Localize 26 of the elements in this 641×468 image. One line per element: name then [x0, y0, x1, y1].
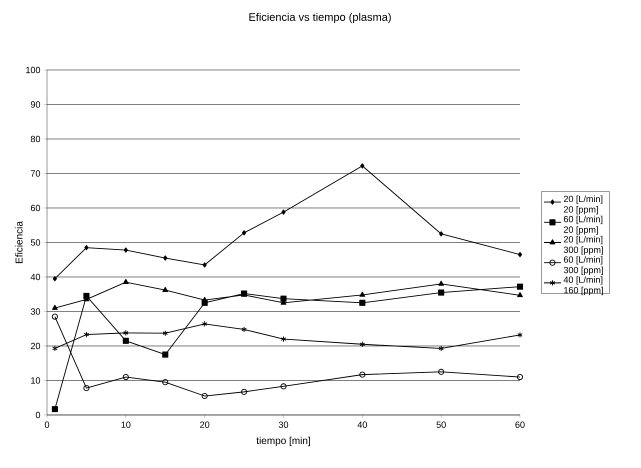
- y-tick-label: 10: [31, 377, 40, 384]
- x-tick-label: 60: [515, 422, 525, 428]
- x-tick-label: 40: [358, 422, 367, 428]
- y-tick-label: 80: [30, 136, 40, 142]
- x-tick-label: 50: [436, 422, 446, 428]
- legend-label: 60 [L/min] 300 [ppm]: [564, 256, 603, 275]
- y-tick-label: 50: [30, 239, 40, 246]
- legend-label: 20 [L/min] 20 [ppm]: [564, 196, 602, 214]
- x-tick-label: 0: [44, 422, 50, 428]
- y-tick-label: 100: [26, 66, 40, 74]
- x-tick-label: 20: [200, 422, 210, 428]
- y-tick-label: 60: [30, 204, 40, 212]
- y-tick-label: 30: [30, 308, 40, 315]
- y-tick-label: 40: [30, 274, 40, 280]
- legend-label: 40 [L/min] 160 [ppm]: [564, 276, 603, 296]
- y-tick-label: 90: [30, 101, 40, 108]
- chart-title: Eficiencia vs tiempo (plasma): [249, 12, 391, 24]
- legend-label: 20 [L/min] 300 [ppm]: [564, 236, 603, 255]
- x-axis-title: tiempo [min]: [256, 436, 310, 446]
- y-tick-label: 70: [30, 170, 40, 177]
- y-tick-label: 20: [30, 342, 40, 350]
- y-axis-title: Eficiencia: [15, 221, 23, 264]
- x-tick-label: 10: [122, 422, 130, 428]
- y-tick-label: 0: [36, 412, 40, 418]
- x-tick-label: 30: [278, 422, 288, 428]
- legend-label: 60 [L/min] 20 [ppm]: [564, 216, 602, 235]
